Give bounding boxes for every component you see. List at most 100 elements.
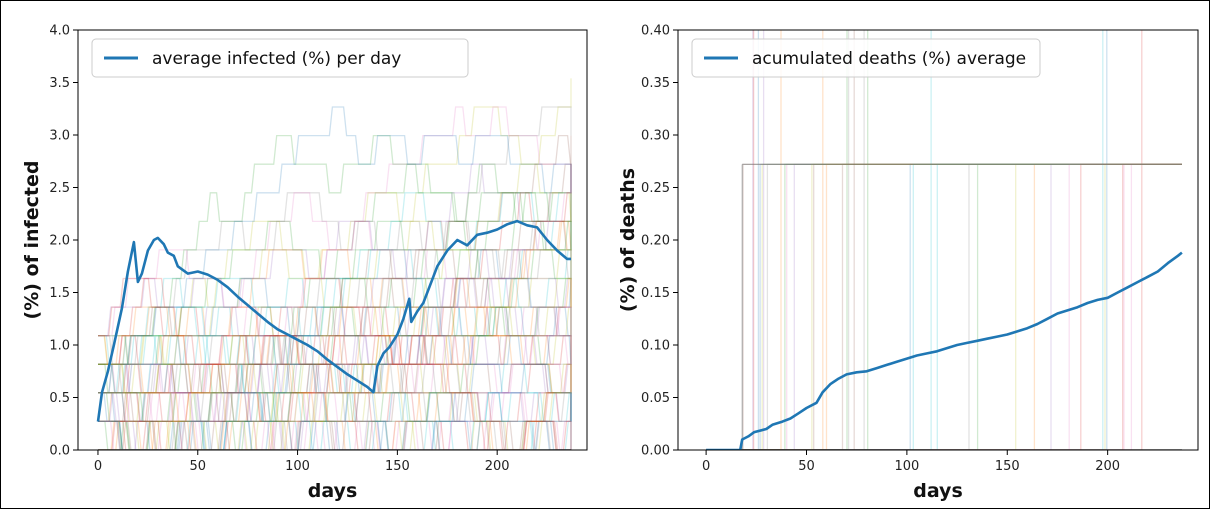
simulation-run-line <box>706 163 1182 450</box>
simulation-run-line <box>706 30 754 450</box>
simulation-run-line <box>706 163 1182 450</box>
simulation-run-line <box>98 277 572 423</box>
simulation-run-line <box>706 163 1182 450</box>
x-tick-label: 200 <box>485 459 510 474</box>
x-tick-label: 0 <box>702 459 710 474</box>
simulation-runs <box>706 30 1182 450</box>
x-tick-label: 100 <box>894 459 919 474</box>
x-tick-label: 50 <box>189 459 206 474</box>
simulation-run-line <box>98 277 572 394</box>
y-tick-label: 0.25 <box>641 181 670 196</box>
y-tick-label: 0.40 <box>641 24 670 39</box>
simulation-run-line <box>98 335 572 450</box>
y-tick-label: 1.0 <box>49 339 70 354</box>
simulation-run-line <box>98 220 572 450</box>
simulation-run-line <box>98 192 572 394</box>
simulation-run-line <box>706 163 1182 450</box>
simulation-run-line <box>706 163 1182 450</box>
y-tick-label: 0.15 <box>641 286 670 301</box>
simulation-run-line <box>98 220 572 450</box>
simulation-run-line <box>706 30 850 450</box>
simulation-run-line <box>706 30 755 450</box>
y-tick-label: 0.35 <box>641 76 670 91</box>
deaths-chart: 0 50 100 150 200 0.00 0.05 0.10 0.15 0.20 0.25 0.30… <box>617 24 1199 502</box>
simulation-run-line <box>706 30 765 450</box>
y-tick-label: 0.30 <box>641 129 670 144</box>
simulation-run-line <box>98 363 572 450</box>
simulation-run-line <box>98 363 571 450</box>
simulation-run-line <box>98 306 572 450</box>
simulation-run-line <box>706 163 1182 450</box>
simulation-run-line <box>706 30 932 450</box>
simulation-run-line <box>98 249 572 450</box>
simulation-run-line <box>98 249 572 450</box>
simulation-run-line <box>706 163 1182 450</box>
y-tick-label: 2.0 <box>49 234 70 249</box>
simulation-run-line <box>706 30 824 450</box>
simulation-run-line <box>98 306 572 450</box>
simulation-run-line <box>706 30 869 450</box>
simulation-run-line <box>706 163 1182 450</box>
simulation-run-line <box>98 306 572 450</box>
x-axis-label: days <box>308 480 358 502</box>
simulation-run-line <box>98 306 572 450</box>
legend-box <box>91 38 469 78</box>
simulation-run-line <box>706 30 848 450</box>
simulation-run-line <box>98 335 572 450</box>
simulation-run-line <box>98 335 572 450</box>
simulation-run-line <box>98 192 572 450</box>
simulation-run-line <box>98 335 572 450</box>
simulation-run-line <box>98 220 572 394</box>
simulation-run-line <box>706 30 1143 450</box>
simulation-run-line <box>98 392 571 450</box>
simulation-run-line <box>706 163 1182 450</box>
simulation-run-line <box>98 220 572 450</box>
simulation-run-line <box>706 30 1108 450</box>
simulation-run-line <box>706 163 1182 450</box>
average-series-line <box>706 251 1183 450</box>
simulation-run-line <box>98 106 572 394</box>
simulation-run-line <box>98 306 572 450</box>
legend-box <box>691 38 1041 78</box>
simulation-run-line <box>706 163 1182 450</box>
simulation-run-line <box>98 335 572 450</box>
y-tick-label: 4.0 <box>49 24 70 39</box>
simulation-run-line <box>706 163 1182 450</box>
simulation-run-line <box>98 277 572 423</box>
simulation-runs <box>98 78 572 450</box>
legend-label: acumulated deaths (%) average <box>752 49 1026 69</box>
simulation-run-line <box>98 392 571 450</box>
simulation-run-line <box>98 249 572 423</box>
simulation-run-line <box>706 163 1182 450</box>
x-tick-label: 150 <box>995 459 1020 474</box>
simulation-run-line <box>98 335 572 450</box>
simulation-run-line <box>98 106 572 337</box>
simulation-run-line <box>706 30 782 450</box>
x-tick-label: 200 <box>1095 459 1120 474</box>
simulation-run-line <box>98 163 572 450</box>
simulation-run-line <box>98 220 572 365</box>
simulation-run-line <box>98 306 572 450</box>
simulation-run-line <box>98 249 572 423</box>
y-tick-label: 0.20 <box>641 234 670 249</box>
legend: acumulated deaths (%) average <box>691 38 1041 78</box>
simulation-run-line <box>98 106 572 423</box>
simulation-run-line <box>706 163 1182 450</box>
y-axis-label: (%) of infected <box>21 161 43 320</box>
simulation-run-line <box>706 163 1182 450</box>
simulation-run-line <box>98 249 572 394</box>
y-tick-label: 0.00 <box>641 444 670 459</box>
simulation-run-line <box>98 164 572 394</box>
simulation-run-line <box>706 163 1182 450</box>
simulation-run-line <box>98 277 572 423</box>
simulation-run-line <box>98 164 572 394</box>
simulation-run-line <box>98 220 572 450</box>
x-tick-label: 50 <box>798 459 815 474</box>
simulation-run-line <box>98 277 572 450</box>
simulation-run-line <box>98 164 572 365</box>
x-tick-label: 0 <box>94 459 102 474</box>
y-tick-label: 2.5 <box>49 181 70 196</box>
x-tick-label: 150 <box>385 459 410 474</box>
x-axis-label: days <box>913 480 963 502</box>
